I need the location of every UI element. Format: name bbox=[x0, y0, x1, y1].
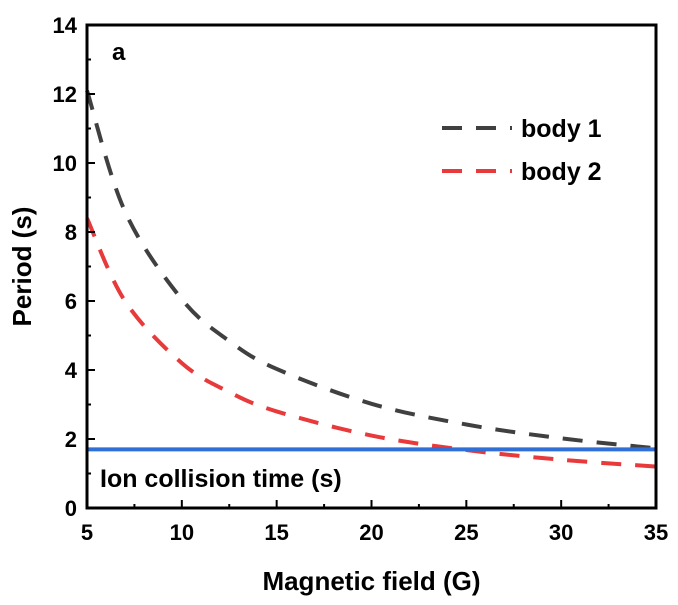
x-tick-label-25: 25 bbox=[454, 520, 478, 545]
y-tick-label-14: 14 bbox=[53, 13, 78, 38]
series-layer bbox=[85, 89, 657, 469]
legend-label-body-1: body 1 bbox=[521, 115, 602, 143]
ticks-layer: 5 10 15 20 25 30 35 0 2 4 6 8 10 12 14 bbox=[53, 13, 669, 545]
x-tick-label-10: 10 bbox=[170, 520, 194, 545]
panel-label: a bbox=[112, 39, 126, 66]
y-tick-label-0: 0 bbox=[65, 496, 77, 521]
y-axis-title: Period (s) bbox=[7, 207, 37, 327]
y-tick-label-2: 2 bbox=[65, 427, 77, 452]
x-tick-label-30: 30 bbox=[549, 520, 573, 545]
y-tick-label-8: 8 bbox=[65, 220, 77, 245]
x-tick-label-15: 15 bbox=[264, 520, 288, 545]
x-axis-title: Magnetic field (G) bbox=[262, 566, 480, 596]
legend: body 1 body 2 bbox=[442, 115, 602, 186]
series-line-0 bbox=[85, 89, 657, 451]
x-tick-label-20: 20 bbox=[359, 520, 383, 545]
ion-collision-annotation: Ion collision time (s) bbox=[100, 465, 342, 493]
y-tick-label-12: 12 bbox=[53, 82, 77, 107]
x-tick-label-35: 35 bbox=[644, 520, 668, 545]
y-tick-label-10: 10 bbox=[53, 151, 77, 176]
y-tick-label-4: 4 bbox=[65, 358, 78, 383]
legend-label-body-2: body 2 bbox=[521, 158, 602, 186]
x-tick-label-5: 5 bbox=[81, 520, 93, 545]
y-tick-label-6: 6 bbox=[65, 289, 77, 314]
series-line-1 bbox=[85, 217, 657, 469]
